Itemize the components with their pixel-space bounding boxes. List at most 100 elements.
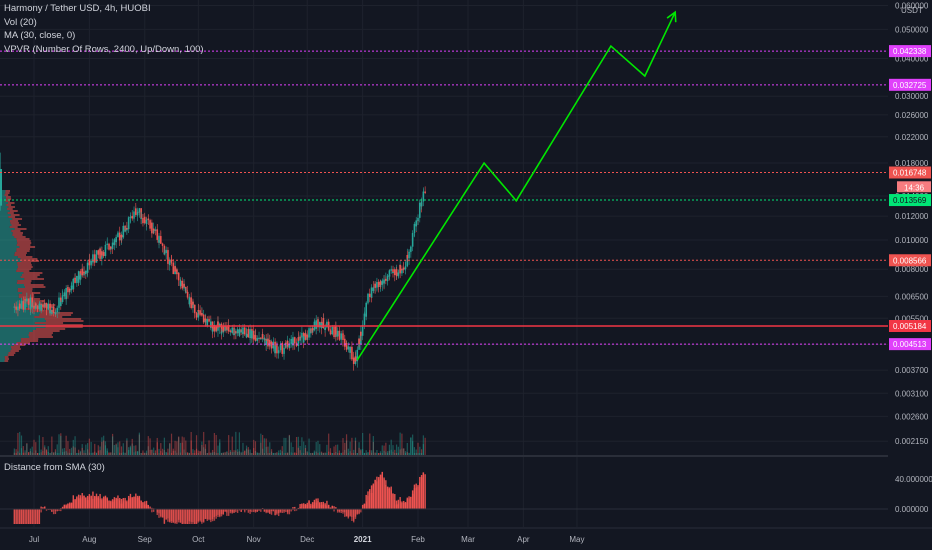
candle-body (376, 282, 378, 285)
candle-body (329, 332, 332, 335)
candle-body (310, 332, 312, 334)
distance-bar (161, 509, 164, 518)
vpvr-row-down (8, 202, 15, 204)
volume-indicator-label[interactable]: Vol (20) (4, 16, 37, 28)
candle-body (424, 191, 426, 193)
candle-body (111, 242, 114, 249)
volume-bar (88, 452, 90, 455)
vpvr-row-up (0, 290, 18, 292)
volume-bar (381, 445, 383, 455)
candle-body (240, 331, 242, 333)
volume-bar (404, 452, 407, 455)
volume-bar (176, 441, 178, 455)
volume-bar (295, 436, 298, 455)
volume-bar (111, 436, 114, 455)
level-price-tag (889, 320, 931, 332)
distance-bar (395, 504, 398, 509)
price-axis[interactable]: 0.060000 0.050000 0.040000 0.030000 0.026000… (888, 0, 932, 550)
volume-bar (397, 452, 399, 455)
volume-bar (331, 453, 333, 455)
distance-bar (167, 509, 169, 522)
candle-body (226, 329, 228, 331)
volume-bar (240, 451, 242, 455)
candle-body (327, 325, 330, 331)
candle-body (218, 323, 221, 326)
volume-bar (237, 449, 239, 455)
volume-bar (31, 452, 33, 455)
vpvr-row-up (0, 346, 11, 348)
volume-bar (262, 448, 264, 455)
distance-bar (113, 497, 116, 509)
vpvr-row-up (0, 278, 25, 280)
volume-bar (224, 452, 226, 455)
distance-bar (415, 483, 417, 509)
distance-bar (13, 509, 16, 524)
symbol-title[interactable]: Harmony / Tether USD, 4h, HUOBI (4, 3, 151, 14)
time-tick-label: Sep (138, 535, 153, 544)
volume-bar (333, 446, 335, 455)
vpvr-row-up (0, 296, 19, 298)
vpvr-row-up (0, 216, 9, 218)
volume-bar (349, 451, 351, 455)
volume-bar (47, 451, 49, 455)
distance-bar (292, 509, 294, 511)
volume-bar (381, 452, 383, 455)
volume-bar (279, 452, 282, 455)
time-axis[interactable]: Jul Aug Sep Oct Nov Dec 2021 Feb Mar Apr May (0, 527, 932, 544)
volume-bar (133, 445, 135, 455)
volume-bar (329, 448, 332, 455)
distance-bar (95, 493, 98, 509)
volume-bar (376, 452, 378, 455)
volume-bar (295, 452, 298, 455)
distance-bar (215, 509, 217, 516)
candle-body (31, 306, 34, 308)
level-price-tag (889, 78, 931, 91)
subpane-title[interactable]: Distance from SMA (30) (4, 462, 105, 473)
vpvr-row-up (0, 298, 23, 300)
distance-bar (294, 506, 296, 509)
volume-bar (151, 449, 153, 455)
volume-bar (276, 452, 278, 455)
volume-bar (190, 431, 192, 455)
volume-bar (158, 452, 160, 455)
volume-bar (324, 453, 326, 455)
candle-body (404, 266, 407, 268)
horizontal-levels[interactable] (0, 50, 888, 345)
volume-bar (97, 445, 99, 455)
candle-body (186, 292, 189, 298)
distance-bar (185, 509, 187, 524)
volume-bar (378, 452, 380, 455)
candle-body (297, 337, 300, 341)
volume-bar (242, 442, 244, 455)
volume-bar (217, 452, 219, 455)
ma-indicator-label[interactable]: MA (30, close, 0) (4, 30, 76, 41)
vpvr-indicator-label[interactable]: VPVR (Number Of Rows, 2400, Up/Down, 100… (4, 43, 204, 55)
volume-bar (372, 436, 374, 455)
volume-bar (92, 452, 94, 455)
vpvr-row-down (23, 272, 43, 274)
volume-bar (36, 452, 39, 455)
volume-bar (360, 450, 362, 455)
candle-body (251, 330, 253, 339)
volume-bar (281, 446, 283, 455)
projection-path[interactable] (356, 10, 677, 361)
level-price-label: 0.042338 (893, 47, 927, 56)
volume-bar (213, 452, 215, 455)
volume-bar (183, 437, 185, 455)
volume-bar (153, 447, 155, 455)
volume-bar (172, 448, 174, 455)
distance-bar (288, 509, 291, 511)
vpvr-row-up (0, 274, 22, 276)
distance-bar (199, 509, 201, 522)
volume-bar (412, 434, 414, 455)
distance-bar (170, 509, 173, 522)
candle-body (261, 334, 264, 339)
candle-body (179, 280, 182, 286)
volume-bar (310, 452, 312, 455)
vpvr-row-up (0, 292, 23, 294)
volume-bar (190, 440, 192, 455)
distance-bar (302, 503, 305, 509)
distance-bar (424, 474, 426, 509)
